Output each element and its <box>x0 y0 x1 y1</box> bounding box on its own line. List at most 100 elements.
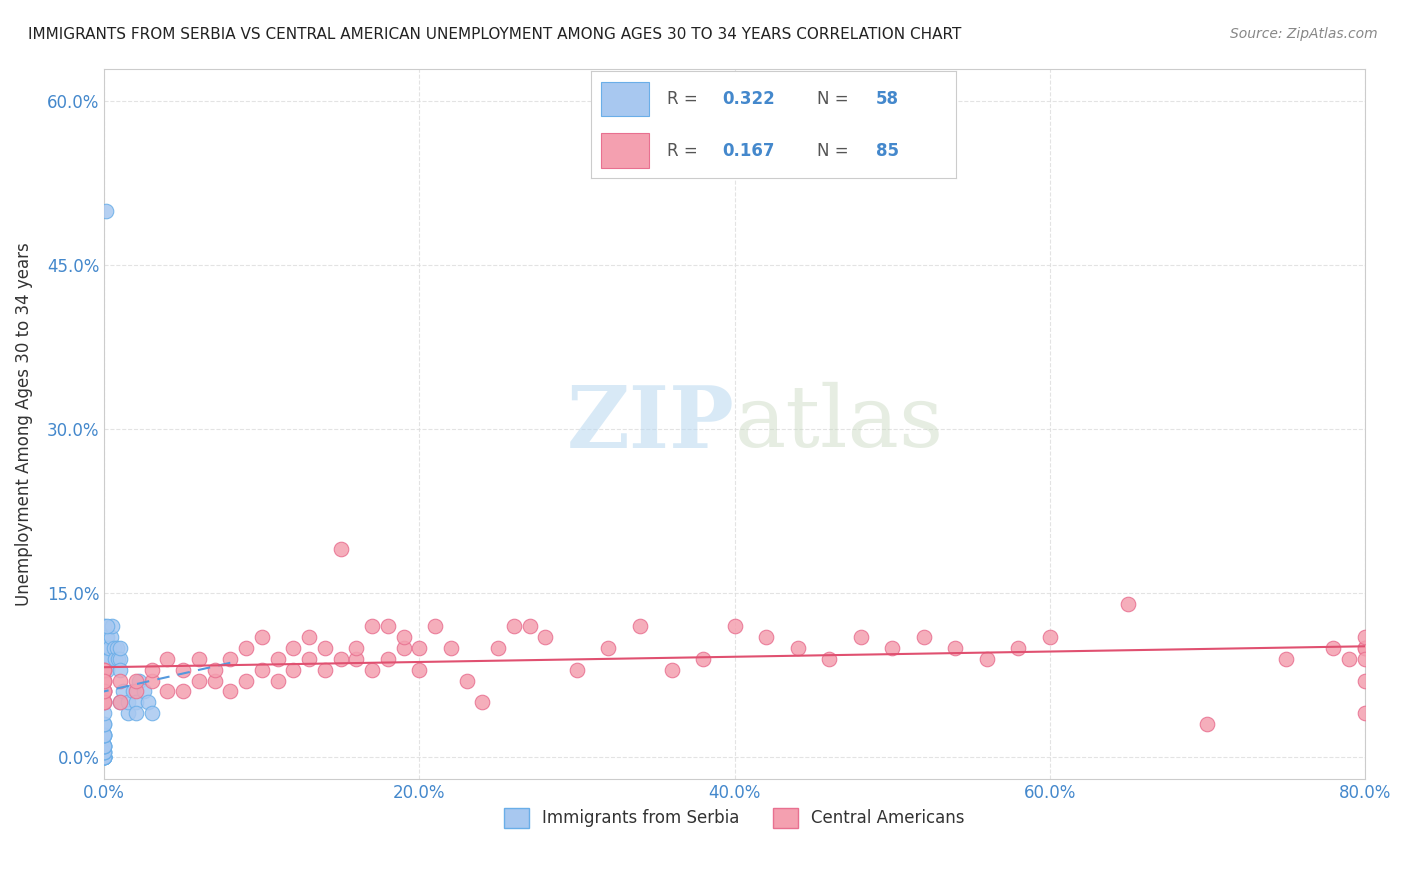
Point <box>1354 673 1376 688</box>
Point <box>361 619 384 633</box>
Text: N =: N = <box>817 90 853 108</box>
Point <box>880 640 903 655</box>
Point <box>1322 640 1344 655</box>
Point <box>108 695 131 709</box>
Point <box>125 706 148 721</box>
Point <box>377 619 399 633</box>
Point <box>93 673 115 688</box>
Point <box>344 651 367 665</box>
Point <box>344 640 367 655</box>
Point <box>314 640 336 655</box>
Point <box>93 728 115 742</box>
Point <box>104 651 127 665</box>
Point <box>132 684 155 698</box>
Point <box>105 640 128 655</box>
Point <box>96 619 118 633</box>
Point <box>1007 640 1029 655</box>
Point <box>128 673 150 688</box>
Point <box>486 640 509 655</box>
Point <box>93 673 115 688</box>
Text: 85: 85 <box>876 142 898 160</box>
Point <box>235 640 257 655</box>
Point <box>93 663 115 677</box>
Point <box>93 684 115 698</box>
Point <box>250 630 273 644</box>
Point <box>96 630 118 644</box>
Point <box>298 630 321 644</box>
Text: atlas: atlas <box>734 382 943 466</box>
Point <box>125 684 148 698</box>
Text: R =: R = <box>668 90 703 108</box>
Point <box>117 706 139 721</box>
Text: R =: R = <box>668 142 703 160</box>
Point <box>361 663 384 677</box>
Point <box>93 651 115 665</box>
Point <box>125 695 148 709</box>
Point <box>172 684 194 698</box>
Point <box>565 663 588 677</box>
Point <box>377 651 399 665</box>
Point <box>786 640 808 655</box>
Point <box>1197 717 1219 731</box>
Text: 0.322: 0.322 <box>723 90 775 108</box>
Point <box>314 663 336 677</box>
Point <box>219 651 242 665</box>
Point <box>94 630 117 644</box>
Point <box>93 739 115 753</box>
Point <box>93 640 115 655</box>
Point <box>93 750 115 764</box>
Point <box>93 695 115 709</box>
Point <box>93 728 115 742</box>
Point <box>94 651 117 665</box>
Point <box>156 651 179 665</box>
Point <box>98 651 121 665</box>
Point <box>235 673 257 688</box>
Point <box>93 684 115 698</box>
Point <box>1337 651 1360 665</box>
Point <box>1354 640 1376 655</box>
Point <box>534 630 557 644</box>
Point <box>755 630 778 644</box>
Point <box>723 619 745 633</box>
Point <box>93 739 115 753</box>
Point <box>976 651 998 665</box>
Point <box>93 750 115 764</box>
Point <box>93 673 115 688</box>
Point <box>93 750 115 764</box>
Point <box>117 695 139 709</box>
Point <box>818 651 841 665</box>
Point <box>1039 630 1062 644</box>
Point <box>108 651 131 665</box>
Point <box>266 651 288 665</box>
Point <box>471 695 494 709</box>
Point <box>93 663 115 677</box>
Point <box>93 684 115 698</box>
Point <box>598 640 620 655</box>
Point <box>93 717 115 731</box>
Point <box>141 663 163 677</box>
Text: 58: 58 <box>876 90 898 108</box>
Point <box>266 673 288 688</box>
Point <box>98 640 121 655</box>
Text: IMMIGRANTS FROM SERBIA VS CENTRAL AMERICAN UNEMPLOYMENT AMONG AGES 30 TO 34 YEAR: IMMIGRANTS FROM SERBIA VS CENTRAL AMERIC… <box>28 27 962 42</box>
Point <box>93 739 115 753</box>
Point <box>93 695 115 709</box>
Point <box>93 750 115 764</box>
Point <box>1354 640 1376 655</box>
Point <box>204 663 226 677</box>
Point <box>93 717 115 731</box>
Point <box>187 651 209 665</box>
Point <box>103 640 125 655</box>
Point <box>423 619 446 633</box>
Point <box>1354 630 1376 644</box>
Point <box>250 663 273 677</box>
Point <box>456 673 478 688</box>
Point <box>101 619 124 633</box>
Text: 0.167: 0.167 <box>723 142 775 160</box>
Point <box>93 745 115 759</box>
Point <box>392 640 415 655</box>
Point <box>943 640 966 655</box>
Point <box>329 542 352 557</box>
Point <box>156 684 179 698</box>
Point <box>93 745 115 759</box>
